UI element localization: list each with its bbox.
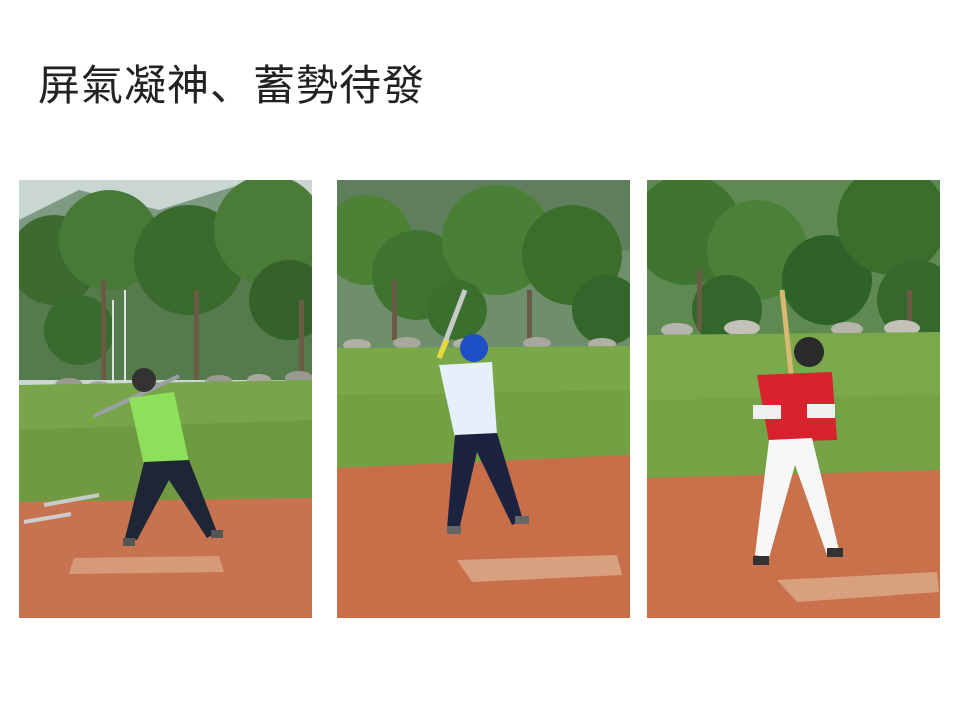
- photo-3-image: [647, 180, 940, 618]
- slide-title: 屏氣凝神、蓄勢待發: [38, 61, 426, 110]
- photo-batter-red-jersey: [647, 180, 940, 618]
- photo-2-image: [337, 180, 630, 618]
- photo-batter-blue-helmet: [337, 180, 630, 618]
- photo-1-image: [19, 180, 312, 618]
- photo-batter-green-shirt: [19, 180, 312, 618]
